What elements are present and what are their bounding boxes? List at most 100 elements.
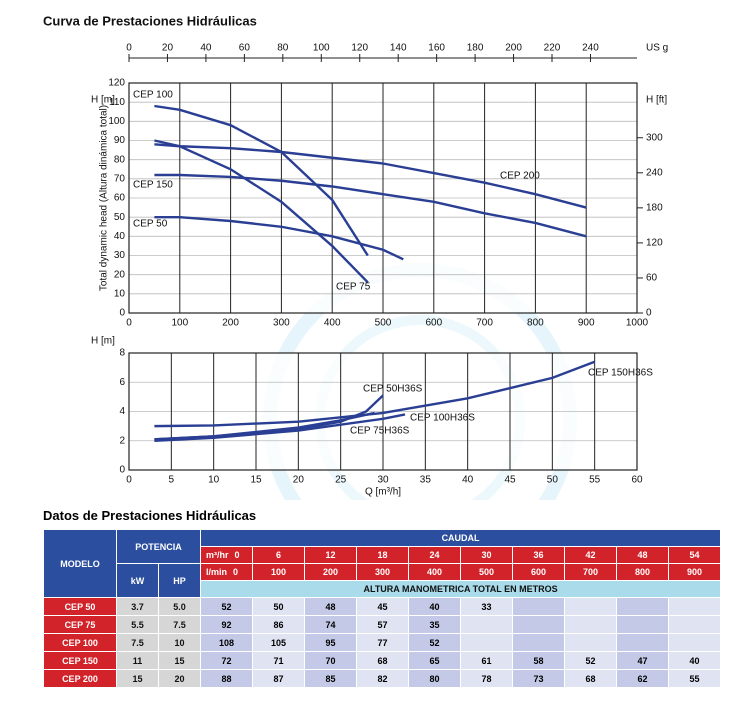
charts: Curva de Prestaciones Hidráulicas 010203… — [43, 13, 668, 577]
x-tick-label: 700 — [476, 318, 493, 329]
x2-tick-label: 200 — [505, 43, 522, 54]
table-cell: 100 — [252, 563, 306, 581]
table-cell: CEP 75 — [43, 615, 117, 634]
table-cell: 74 — [304, 615, 358, 634]
table-cell: 65 — [408, 651, 462, 670]
series-label: CEP 50 — [133, 219, 168, 230]
x-tick-label: 50 — [547, 475, 559, 486]
table-cell: CEP 50 — [43, 597, 117, 616]
y2-tick-label: 0 — [646, 308, 652, 319]
x-tick-label: 60 — [631, 475, 643, 486]
series-line — [154, 413, 406, 442]
series-line — [154, 411, 375, 441]
y-tick-label: 10 — [114, 288, 126, 299]
series-line — [154, 104, 369, 257]
unit-label: l/min — [206, 567, 228, 577]
table-cell: 400 — [408, 563, 462, 581]
y2-tick-label: 120 — [646, 238, 663, 249]
unit-label: m³/hr — [206, 550, 229, 560]
y2-tick-label: 240 — [646, 167, 663, 178]
table-cell: 33 — [460, 597, 514, 616]
x-tick-label: 35 — [420, 475, 432, 486]
table-cell: 52 — [408, 633, 462, 652]
table-cell: 52 — [200, 597, 254, 616]
x2-tick-label: 160 — [428, 43, 445, 54]
y2-tick-label: 180 — [646, 202, 663, 213]
table-cell: 70 — [304, 651, 358, 670]
x2-tick-label: 140 — [390, 43, 407, 54]
series-label: CEP 150 — [133, 180, 173, 191]
table-row: MODELO POTENCIA CAUDAL — [43, 529, 722, 598]
table-cell: 5.5 — [116, 615, 159, 634]
x-tick-label: 800 — [527, 318, 544, 329]
x2-tick-label: 60 — [239, 43, 251, 54]
x-tick-label: 600 — [425, 318, 442, 329]
table-cell: 500 — [460, 563, 514, 581]
table-cell: 88 — [200, 669, 254, 688]
x-tick-label: 0 — [126, 318, 132, 329]
table-cell: 700 — [564, 563, 618, 581]
table-cell — [616, 633, 670, 652]
table-cell: 7.5 — [157, 615, 202, 634]
table-row: CEP 100 7.5 10 108 105 95 77 52 — [43, 633, 722, 652]
table-cell: 300 — [356, 563, 410, 581]
x2-tick-label: 100 — [313, 43, 330, 54]
table-cell: 71 — [252, 651, 306, 670]
table-cell: 42 — [564, 546, 618, 564]
table-cell — [564, 615, 618, 634]
x2-tick-label: 80 — [277, 43, 289, 54]
table-cell: 11 — [116, 651, 159, 670]
y-tick-label: 60 — [114, 193, 126, 204]
table-cell — [616, 615, 670, 634]
x-tick-label: 55 — [589, 475, 601, 486]
table-cell: l/min 0 — [200, 563, 254, 581]
x-tick-label: 100 — [171, 318, 188, 329]
chart-title: Curva de Prestaciones Hidráulicas — [43, 13, 257, 28]
table-cell — [668, 615, 722, 634]
table-cell — [668, 597, 722, 616]
x-tick-label: 0 — [126, 475, 132, 486]
y-tick-label: 8 — [119, 348, 125, 359]
table-cell: 52 — [564, 651, 618, 670]
table-cell: 35 — [408, 615, 462, 634]
table-cell: 95 — [304, 633, 358, 652]
table-cell: CAUDAL — [200, 529, 722, 547]
x2-tick-label: 180 — [467, 43, 484, 54]
x-tick-label: 15 — [250, 475, 262, 486]
table-row: m³/hr 0 6 12 18 24 30 36 42 48 54 — [44, 546, 722, 564]
x-tick-label: 45 — [504, 475, 516, 486]
x-axis-label: Q [m³/h] — [365, 487, 401, 498]
x2-tick-label: 120 — [351, 43, 368, 54]
table-cell: 86 — [252, 615, 306, 634]
table-cell: HP — [157, 563, 202, 598]
plot-frame — [128, 82, 638, 314]
y-tick-label: 70 — [114, 173, 126, 184]
table-cell: 600 — [512, 563, 566, 581]
x-tick-label: 30 — [377, 475, 389, 486]
x2-tick-label: 240 — [582, 43, 599, 54]
table-cell: MODELO — [43, 529, 117, 598]
table-cell: POTENCIA — [115, 529, 202, 564]
table-cell: 24 — [408, 546, 462, 564]
table-cell: 15 — [116, 669, 159, 688]
table-cell: 20 — [157, 669, 202, 688]
table-cell: 68 — [356, 651, 410, 670]
series-label: CEP 75 — [336, 282, 371, 293]
series-label: CEP 75H36S — [350, 426, 410, 437]
y-axis-title: Total dynamic head (Altura dinámica tota… — [99, 105, 110, 291]
series-label: CEP 100 — [133, 90, 173, 101]
table-cell — [668, 633, 722, 652]
table-cell: 15 — [157, 651, 202, 670]
table-cell — [564, 597, 618, 616]
x-tick-label: 25 — [335, 475, 347, 486]
x-tick-label: 5 — [169, 475, 175, 486]
table-cell — [512, 615, 566, 634]
table-row: CEP 200 15 20 88 87 85 82 80 78 73 68 62 55 — [43, 669, 722, 688]
y2-tick-label: 300 — [646, 132, 663, 143]
x-tick-label: 1000 — [626, 318, 649, 329]
table-cell: CEP 100 — [43, 633, 117, 652]
series-line — [154, 360, 596, 428]
table-cell: 12 — [304, 546, 358, 564]
y2-tick-label: 60 — [646, 273, 658, 284]
table-cell — [616, 597, 670, 616]
